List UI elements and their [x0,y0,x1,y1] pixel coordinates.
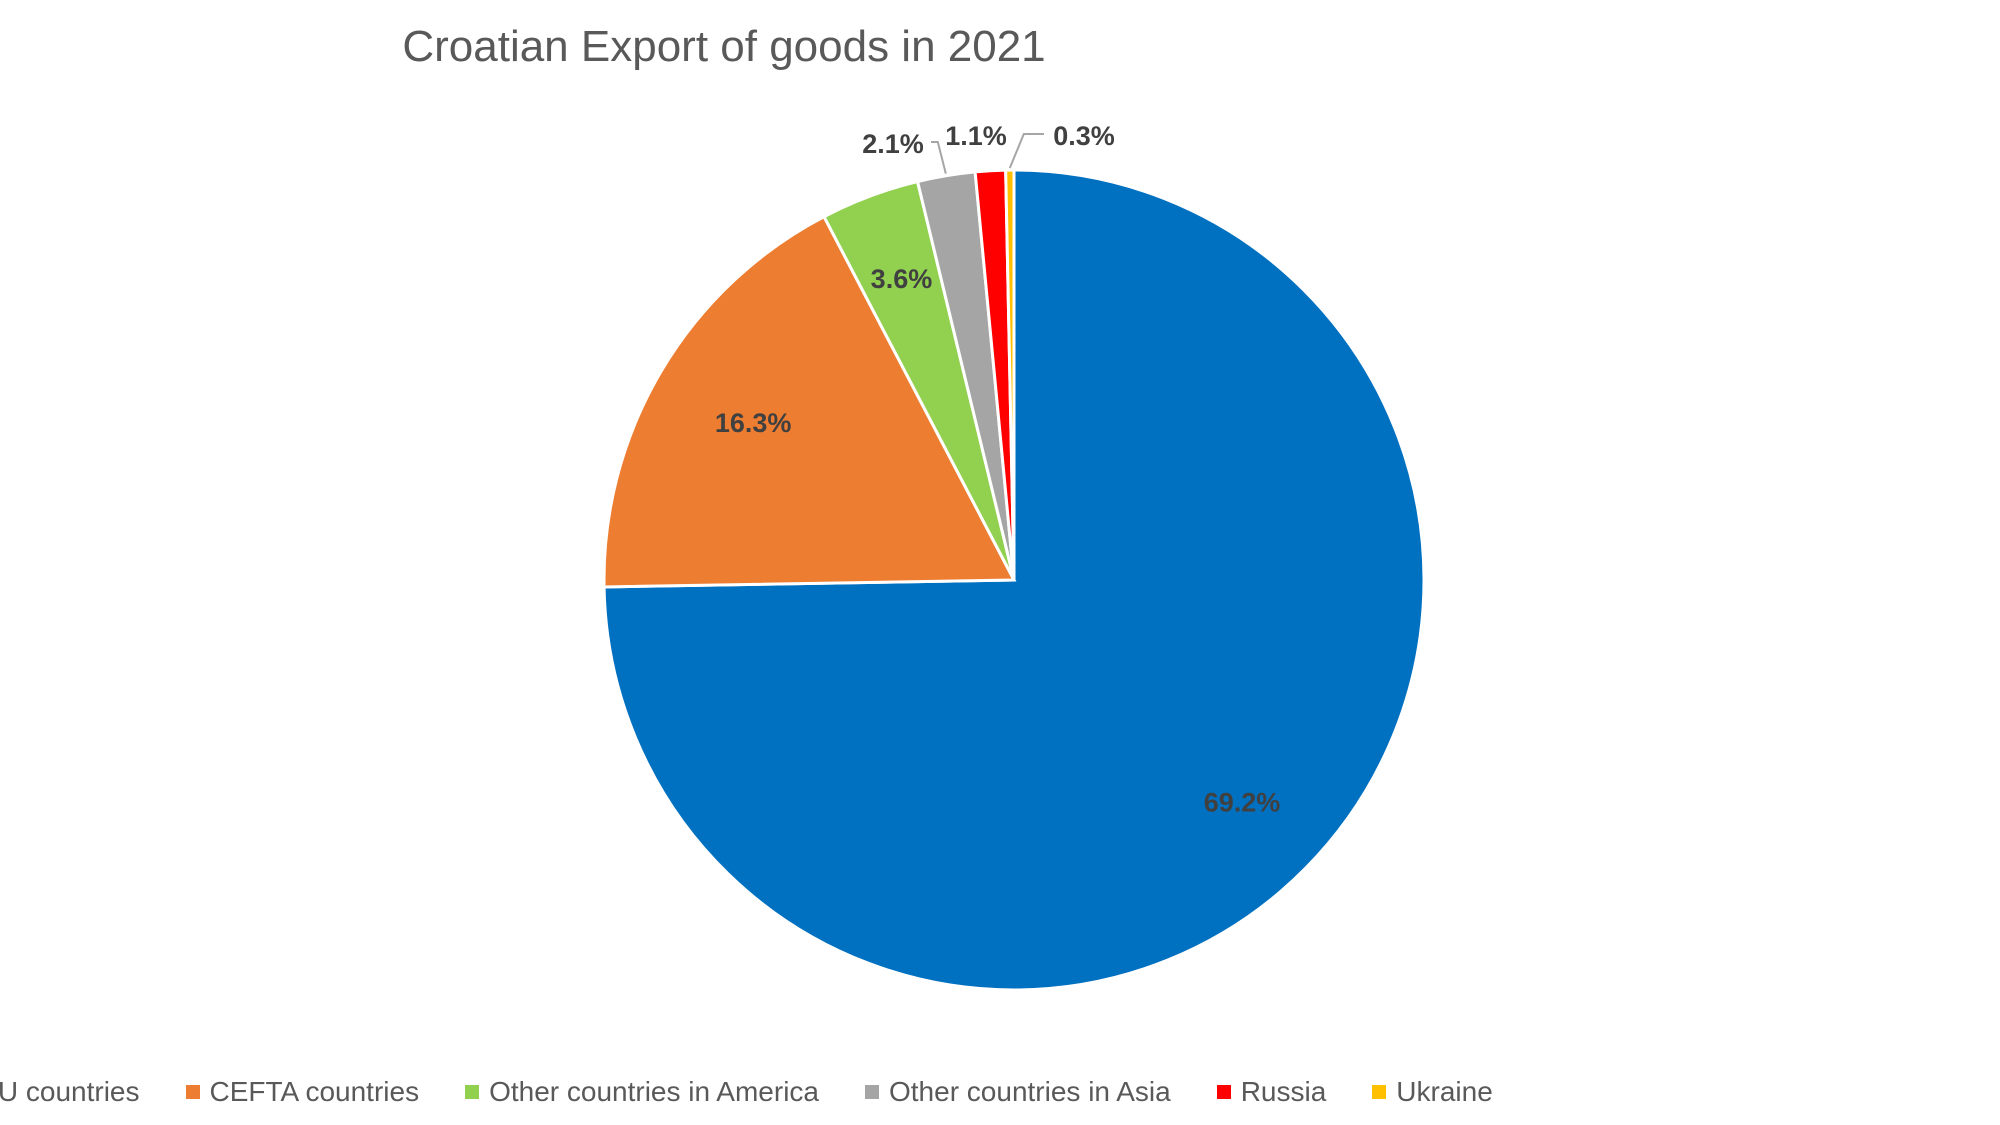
legend-label-eu-countries: EU countries [0,1076,140,1107]
legend-item-ukraine: Ukraine [1372,1076,1493,1108]
legend-label-russia: Russia [1240,1076,1327,1107]
data-label-other-countries-in-asia: 2.1% [862,129,924,159]
leader-line-other-countries-in-asia [931,141,947,174]
legend-item-cefta-countries: CEFTA countries [185,1076,420,1108]
data-label-russia: 1.1% [945,121,1007,151]
pie-slice-eu-countries [602,168,1426,992]
chart-title: Croatian Export of goods in 2021 [402,22,1046,71]
pie-slice-ukraine [1004,168,1016,581]
legend-item-other-america: Other countries in America [465,1076,819,1108]
legend-swatch-other-america [465,1085,480,1099]
legend-label-other-asia: Other countries in Asia [889,1076,1171,1107]
legend-item-other-asia: Other countries in Asia [865,1076,1171,1108]
legend-label-ukraine: Ukraine [1396,1076,1493,1107]
legend-swatch-ukraine [1372,1085,1387,1099]
legend-item-russia: Russia [1216,1076,1327,1108]
data-label-cefta-countries: 16.3% [715,408,792,438]
chart-legend: EU countries CEFTA countries Other count… [0,1070,1493,1114]
data-label-eu-countries: 69.2% [1204,787,1281,817]
data-label-ukraine: 0.3% [1053,121,1115,151]
legend-label-other-america: Other countries in America [489,1076,819,1107]
legend-swatch-cefta-countries [185,1085,200,1099]
legend-swatch-russia [1216,1085,1231,1099]
data-label-other-countries-in-america: 3.6% [871,264,933,294]
legend-item-eu-countries: EU countries [0,1076,140,1108]
leader-line-ukraine [1008,133,1044,169]
legend-swatch-other-asia [865,1085,879,1099]
legend-label-cefta-countries: CEFTA countries [209,1076,420,1107]
pie-slice-cefta-countries [602,214,1017,589]
